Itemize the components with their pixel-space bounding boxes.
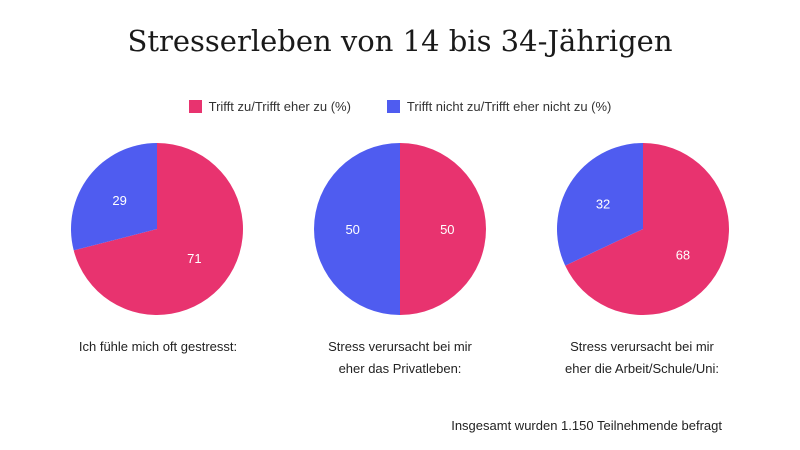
legend-label-agree: Trifft zu/Trifft eher zu (%) (208, 99, 351, 114)
pie-2-slice-disagree (314, 143, 400, 315)
pie-label-3-line-1: Stress verursacht bei mir (570, 339, 714, 354)
pie-label-1-line-1: Ich fühle mich oft gestresst: (78, 339, 238, 354)
pie-label-3: Stress verursacht bei mir eher die Arbei… (527, 336, 757, 380)
pie-1-slice-disagree (71, 143, 157, 251)
legend: Trifft zu/Trifft eher zu (%) Trifft nich… (0, 99, 800, 114)
footnote: Insgesamt wurden 1.150 Teilnehmende befr… (451, 418, 722, 433)
legend-label-disagree: Trifft nicht zu/Trifft eher nicht zu (%) (406, 99, 612, 114)
pie-3-value-label-agree: 68 (676, 247, 690, 262)
pie-3-slice-agree (565, 143, 730, 315)
pie-2-value-label-disagree: 50 (345, 222, 359, 237)
pie-label-2-line-2: eher das Privatleben: (338, 361, 462, 376)
pie-label-1: Ich fühle mich oft gestresst: (43, 336, 273, 358)
pie-3-slice-disagree (556, 142, 643, 266)
legend-swatch-disagree (386, 100, 400, 113)
pie-1-value-label-agree: 71 (187, 251, 201, 266)
pie-label-2-line-1: Stress verursacht bei mir (328, 339, 472, 354)
chart-title: Stresserleben von 14 bis 34-Jährigen (127, 24, 673, 58)
pie-label-3-line-2: eher die Arbeit/Schule/Uni: (565, 361, 719, 376)
pie-1-value-label-disagree: 29 (112, 193, 126, 208)
legend-item-disagree: Trifft nicht zu/Trifft eher nicht zu (%) (386, 99, 612, 114)
legend-item-agree: Trifft zu/Trifft eher zu (%) (188, 99, 351, 114)
pie-1-slice-agree (73, 143, 244, 315)
pie-label-2: Stress verursacht bei mir eher das Priva… (285, 336, 515, 380)
pie-2-value-label-agree: 50 (440, 222, 454, 237)
pie-3-value-label-disagree: 32 (596, 197, 610, 212)
pie-2-slice-agree (400, 143, 486, 315)
legend-swatch-agree (188, 100, 202, 113)
